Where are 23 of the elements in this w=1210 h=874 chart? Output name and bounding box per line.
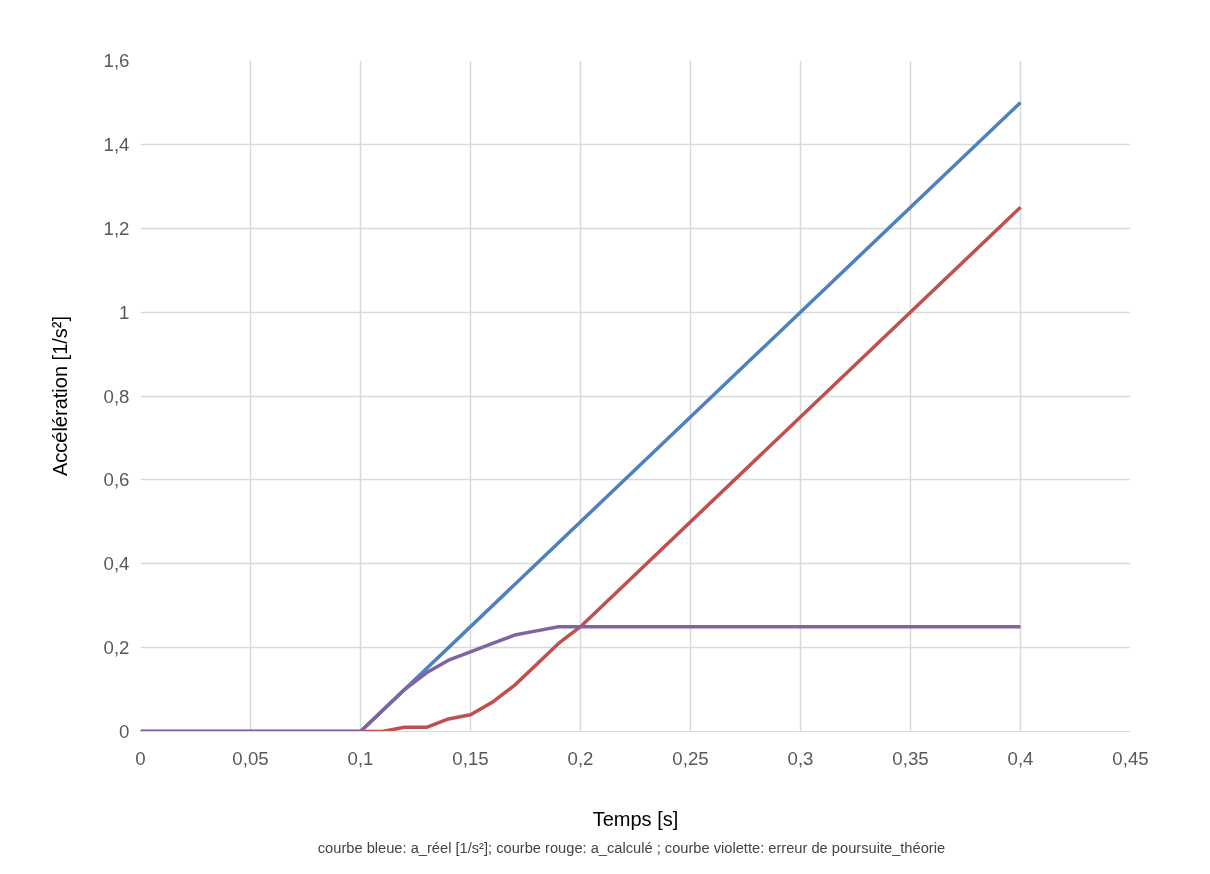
x-tick-label: 0,45 [1112, 747, 1149, 769]
x-tick-label: 0,3 [787, 747, 814, 769]
y-tick-label: 1,4 [103, 133, 130, 155]
x-tick-label: 0,15 [452, 747, 489, 769]
x-tick-label: 0,1 [347, 747, 374, 769]
x-axis-title: Temps [s] [592, 807, 679, 830]
x-tick-label: 0,2 [567, 747, 594, 769]
y-tick-label: 0,8 [103, 385, 130, 407]
x-tick-label: 0,35 [892, 747, 929, 769]
x-tick-label: 0 [135, 747, 146, 769]
x-tick-label: 0,25 [672, 747, 709, 769]
y-tick-label: 0,4 [103, 553, 130, 575]
text: courbe bleue: a_réel [1/s²]; courbe rouge: a_calculé ; courbe violette: erreur de poursuite_théorie [317, 839, 946, 856]
x-tick-label: 0,4 [1007, 747, 1034, 769]
y-tick-label: 0,6 [103, 469, 130, 491]
y-tick-label: 1,2 [103, 217, 130, 239]
y-axis-title: Accélération [1/s²] [48, 315, 71, 477]
y-tick-label: 1,6 [103, 50, 130, 71]
line-series [140, 624, 1023, 732]
y-tick-label: 0,2 [103, 637, 130, 659]
y-tick-label: 1 [119, 301, 130, 323]
x-tick-label: 0,05 [232, 747, 269, 769]
y-tick-label: 0 [119, 721, 130, 742]
